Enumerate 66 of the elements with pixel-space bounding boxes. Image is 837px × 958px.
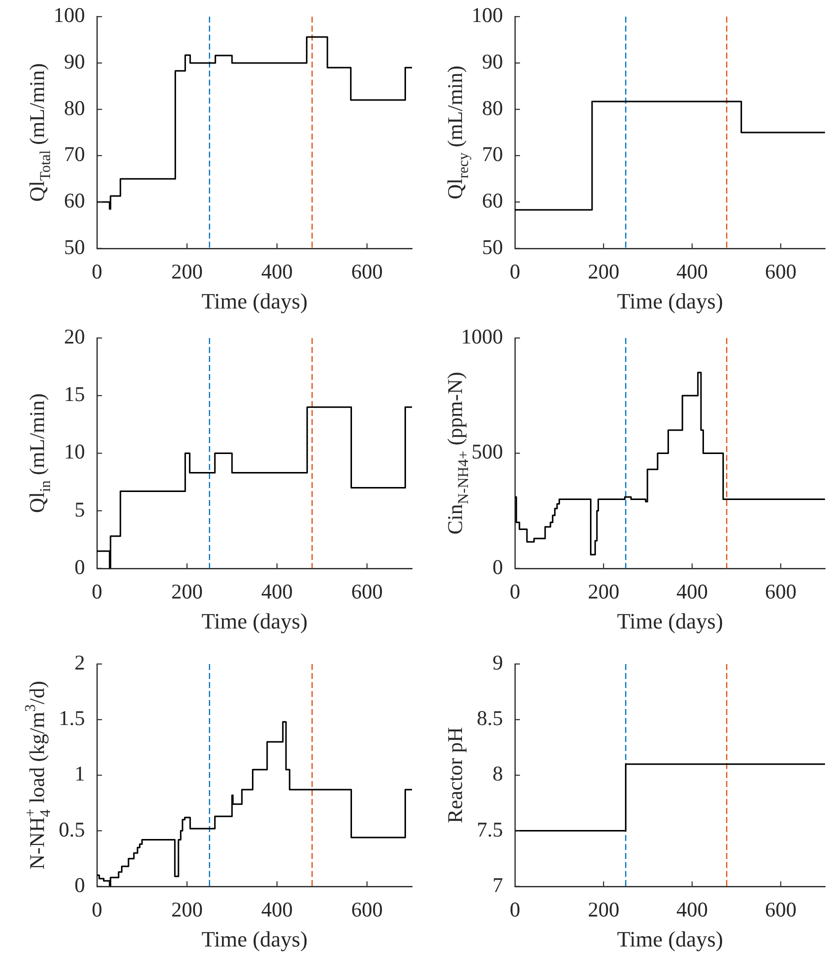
y-tick-label: 100 xyxy=(472,3,503,28)
y-axis-title: Qlin (mL/min) xyxy=(25,393,54,513)
x-tick-label: 200 xyxy=(171,260,203,284)
x-tick-label: 200 xyxy=(588,580,620,604)
y-axis-title: Reactor pH xyxy=(443,727,467,824)
x-tick-label: 400 xyxy=(261,580,293,604)
x-tick-label: 200 xyxy=(171,580,203,604)
x-tick-label: 200 xyxy=(588,260,620,284)
x-tick-label: 0 xyxy=(92,898,102,922)
x-tick-label: 400 xyxy=(676,260,708,284)
y-axis-title: N-NH4+ load (kg/m3/d) xyxy=(23,680,54,870)
y-tick-label: 2 xyxy=(74,650,85,675)
x-tick-label: 0 xyxy=(510,580,520,604)
y-tick-label: 90 xyxy=(482,49,503,74)
y-tick-label: 0 xyxy=(74,872,85,897)
y-tick-label: 20 xyxy=(64,324,85,349)
x-tick-label: 200 xyxy=(588,898,620,922)
y-tick-label: 60 xyxy=(482,188,503,213)
x-axis-title: Time (days) xyxy=(616,288,724,314)
y-tick-label: 1.5 xyxy=(58,706,85,730)
y-tick-label: 1000 xyxy=(461,324,503,349)
y-tick-label: 70 xyxy=(482,142,503,166)
x-tick-label: 400 xyxy=(261,898,293,922)
x-tick-label: 600 xyxy=(764,260,796,284)
y-tick-label: 60 xyxy=(64,188,85,213)
y-tick-label: 1 xyxy=(74,762,85,786)
x-tick-label: 400 xyxy=(676,898,708,922)
y-axis-title: QlTotal (mL/min) xyxy=(25,63,54,202)
x-tick-label: 600 xyxy=(764,580,796,604)
y-axis-title: Qlrecy (mL/min) xyxy=(443,66,472,200)
x-tick-label: 600 xyxy=(351,580,383,604)
y-tick-label: 9 xyxy=(492,650,503,675)
x-tick-label: 600 xyxy=(764,898,796,922)
y-tick-label: 100 xyxy=(54,3,85,28)
y-tick-label: 500 xyxy=(472,440,503,464)
x-axis-title: Time (days) xyxy=(616,608,724,634)
y-tick-label: 0 xyxy=(74,554,85,579)
x-tick-label: 400 xyxy=(261,260,293,284)
y-tick-label: 15 xyxy=(64,382,85,406)
x-axis-title: Time (days) xyxy=(201,926,308,952)
y-tick-label: 5 xyxy=(74,497,85,522)
y-tick-label: 0 xyxy=(492,554,503,579)
y-tick-label: 7 xyxy=(492,872,503,897)
y-tick-label: 7.5 xyxy=(476,817,503,842)
y-tick-label: 0.5 xyxy=(58,817,85,842)
x-tick-label: 0 xyxy=(92,260,102,284)
y-tick-label: 80 xyxy=(64,96,85,120)
y-tick-label: 8.5 xyxy=(476,706,503,730)
x-tick-label: 0 xyxy=(510,260,520,284)
y-tick-label: 70 xyxy=(64,142,85,166)
y-axis-title: CinN-NH4+ (ppm-N) xyxy=(443,372,472,534)
x-axis-title: Time (days) xyxy=(201,288,308,314)
y-tick-label: 80 xyxy=(482,96,503,120)
y-tick-label: 8 xyxy=(492,762,503,786)
y-tick-label: 50 xyxy=(482,234,503,259)
x-tick-label: 200 xyxy=(171,898,203,922)
x-axis-title: Time (days) xyxy=(201,608,308,634)
x-tick-label: 0 xyxy=(510,898,520,922)
x-tick-label: 0 xyxy=(92,580,102,604)
x-tick-label: 600 xyxy=(351,260,383,284)
y-tick-label: 10 xyxy=(64,440,85,464)
x-axis-title: Time (days) xyxy=(616,926,724,952)
x-tick-label: 400 xyxy=(676,580,708,604)
y-tick-label: 90 xyxy=(64,49,85,74)
y-tick-label: 50 xyxy=(64,234,85,259)
x-tick-label: 600 xyxy=(351,898,383,922)
